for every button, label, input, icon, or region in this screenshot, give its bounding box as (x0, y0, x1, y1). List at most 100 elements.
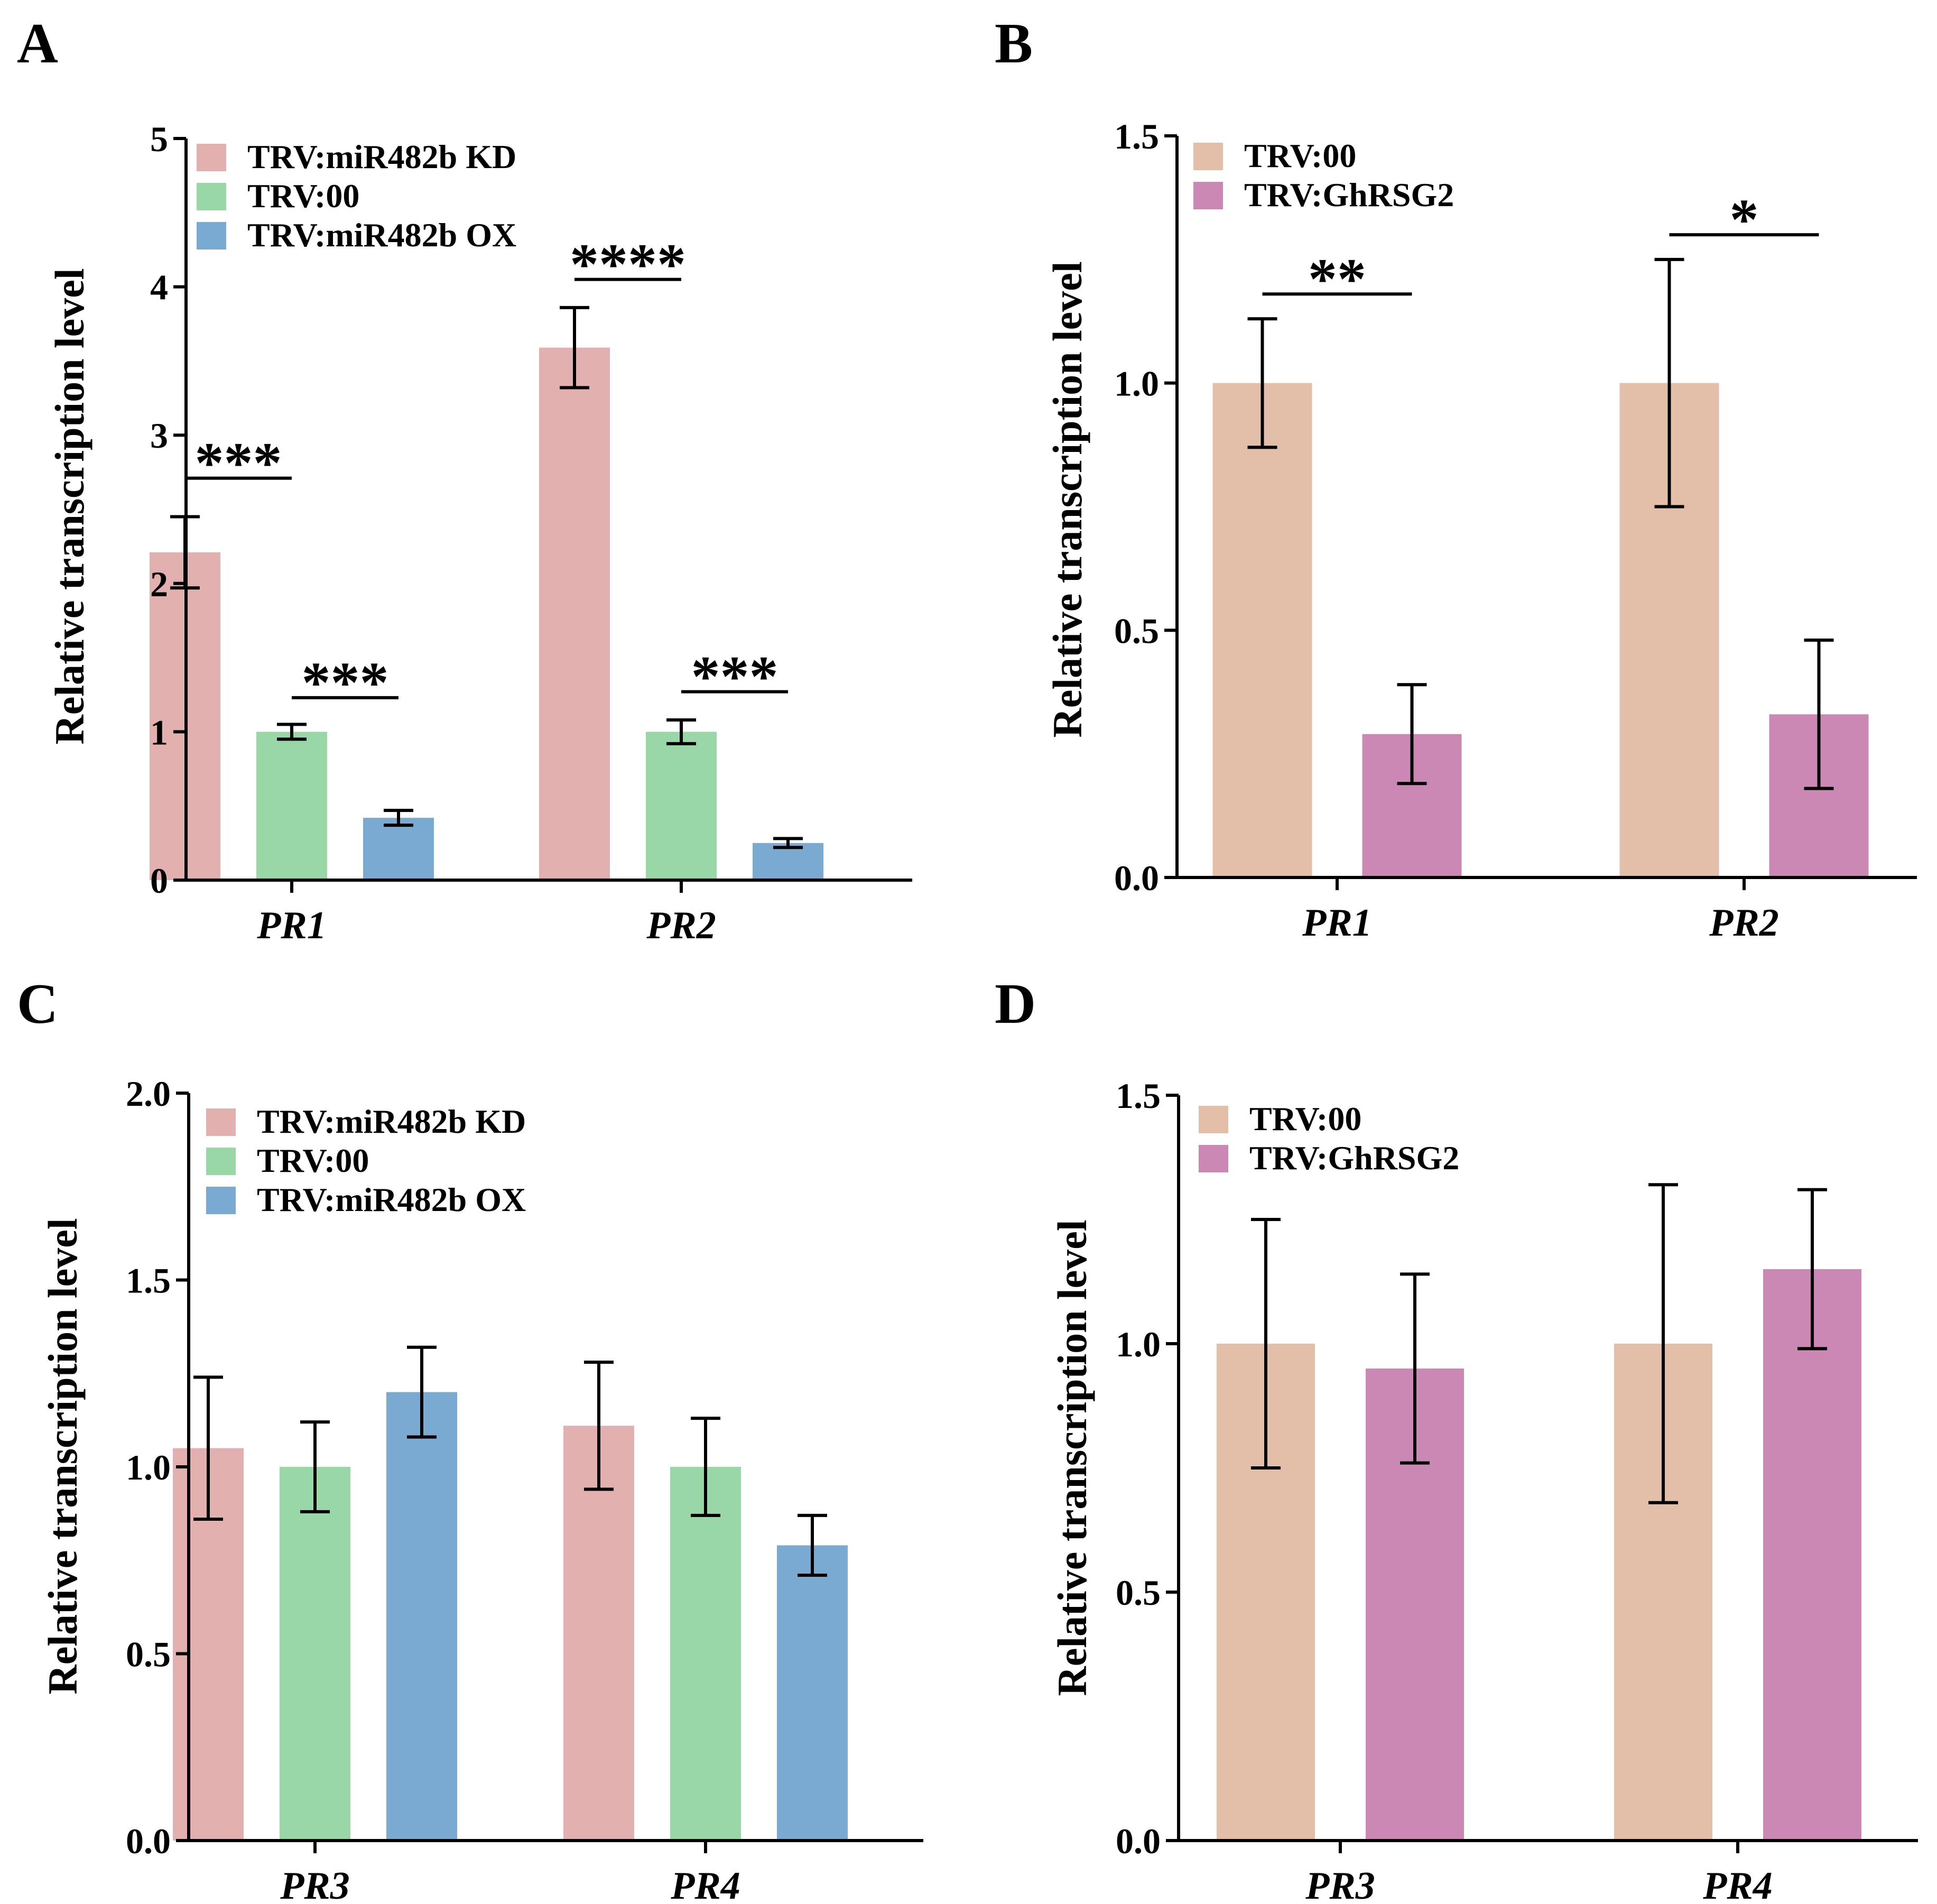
legend-label-c-0: TRV:miR482b KD (257, 1103, 526, 1140)
legend-label-d-1: TRV:GhRSG2 (1249, 1139, 1459, 1177)
error-bar-c-pr4-2 (798, 1513, 827, 1577)
y-tick-label-c-3: 1.5 (126, 1261, 171, 1301)
legend-swatch-a-2 (197, 222, 226, 249)
panel-a: A Relative transcription level TRV:miR48… (17, 12, 912, 947)
error-bar-d-pr3-1 (1400, 1272, 1430, 1465)
error-bar-b-pr2-0 (1654, 257, 1684, 509)
error-bar-d-pr3-0 (1251, 1218, 1281, 1469)
legend-swatch-c-0 (206, 1108, 236, 1136)
y-tick-label-d-1: 0.5 (1116, 1573, 1161, 1613)
x-tick-label-c-pr3: PR3 (280, 1864, 350, 1904)
error-bar-c-pr3-1 (300, 1420, 330, 1513)
legend-swatch-c-2 (206, 1187, 236, 1214)
legend-label-b-1: TRV:GhRSG2 (1244, 176, 1454, 214)
bar-c-pr3-1 (280, 1467, 350, 1841)
panel-letter-b: B (995, 12, 1033, 75)
panel-d: D Relative transcription level TRV:00TRV… (995, 973, 1918, 1904)
bar-c-pr4-0 (563, 1426, 634, 1841)
legend-swatch-d-1 (1199, 1145, 1228, 1172)
y-tick-label-d-0: 0.0 (1116, 1821, 1161, 1861)
bar-a-pr2-0 (539, 347, 610, 880)
y-tick-label-a-1: 1 (150, 712, 168, 752)
error-bar-a-pr2-1 (666, 718, 696, 745)
bar-b-pr1-0 (1212, 383, 1312, 877)
error-bar-a-pr1-1 (277, 723, 307, 741)
bar-a-pr1-2 (363, 818, 434, 880)
y-tick-label-a-2: 2 (150, 564, 168, 604)
legend-label-a-2: TRV:miR482b OX (247, 216, 516, 254)
y-axis-title-d: Relative transcription level (1049, 1219, 1095, 1696)
significance-label-a-0: *** (195, 431, 282, 495)
bar-c-pr3-2 (386, 1392, 457, 1841)
significance-label-a-2: **** (570, 232, 686, 297)
significance-label-b-1: * (1730, 187, 1759, 252)
error-bar-b-pr1-1 (1397, 683, 1427, 785)
y-axis-title-b: Relative transcription level (1044, 261, 1090, 737)
y-tick-label-b-3: 1.5 (1114, 116, 1159, 156)
y-tick-label-c-4: 2.0 (126, 1074, 171, 1114)
y-tick-label-a-0: 0 (150, 861, 168, 901)
error-bar-b-pr2-1 (1804, 639, 1834, 790)
error-bar-d-pr4-0 (1648, 1183, 1678, 1504)
x-tick-label-d-pr4: PR4 (1702, 1864, 1773, 1904)
error-bar-c-pr3-2 (407, 1345, 437, 1439)
legend-label-c-1: TRV:00 (257, 1142, 369, 1179)
y-tick-label-d-2: 1.0 (1116, 1324, 1161, 1364)
error-bar-a-pr2-2 (773, 837, 803, 849)
significance-label-a-1: *** (302, 650, 389, 715)
error-bar-c-pr4-1 (691, 1417, 720, 1517)
legend-label-b-0: TRV:00 (1244, 137, 1356, 174)
panel-letter-a: A (17, 12, 58, 75)
legend-swatch-a-1 (197, 183, 226, 210)
error-bar-c-pr4-0 (584, 1361, 614, 1491)
significance-label-b-0: ** (1308, 246, 1366, 311)
x-tick-label-b-pr2: PR2 (1709, 901, 1779, 945)
panel-c: C Relative transcription level TRV:miR48… (17, 973, 923, 1904)
bar-c-pr4-2 (777, 1545, 848, 1841)
significance-label-a-3: *** (691, 644, 778, 709)
legend-swatch-b-0 (1193, 143, 1223, 170)
y-tick-label-a-3: 3 (150, 415, 168, 456)
bar-d-pr4-1 (1763, 1269, 1861, 1841)
error-bar-d-pr4-1 (1797, 1188, 1827, 1351)
y-tick-label-b-2: 1.0 (1114, 364, 1159, 404)
y-tick-label-c-1: 0.5 (126, 1634, 171, 1675)
legend-swatch-d-0 (1199, 1106, 1228, 1133)
y-axis-title-c: Relative transcription level (40, 1218, 86, 1694)
y-tick-label-d-3: 1.5 (1116, 1076, 1161, 1116)
y-tick-label-b-1: 0.5 (1114, 611, 1159, 651)
legend-label-a-1: TRV:00 (247, 177, 359, 215)
bar-a-pr2-2 (753, 843, 823, 880)
y-tick-label-c-2: 1.0 (126, 1447, 171, 1487)
bar-a-pr2-1 (646, 732, 717, 880)
panel-b: B Relative transcription level TRV:00TRV… (995, 12, 1917, 945)
error-bar-a-pr2-0 (560, 306, 589, 390)
bar-c-pr4-1 (670, 1467, 741, 1841)
bar-a-pr1-1 (256, 732, 327, 880)
x-tick-label-c-pr4: PR4 (670, 1864, 740, 1904)
y-tick-label-b-0: 0.0 (1114, 858, 1159, 898)
panel-letter-c: C (17, 973, 58, 1036)
legend-swatch-b-1 (1193, 182, 1223, 209)
y-tick-label-a-4: 4 (150, 267, 168, 308)
error-bar-b-pr1-0 (1247, 317, 1277, 449)
y-tick-label-a-5: 5 (150, 119, 168, 159)
panel-letter-d: D (995, 973, 1036, 1036)
legend-swatch-a-0 (197, 144, 226, 171)
x-tick-label-a-pr2: PR2 (646, 904, 716, 947)
x-tick-label-d-pr3: PR3 (1305, 1864, 1375, 1904)
error-bar-a-pr1-2 (384, 809, 413, 827)
error-bar-c-pr3-0 (193, 1375, 223, 1521)
y-axis-title-a: Relative transcription level (47, 268, 92, 744)
x-tick-label-b-pr1: PR1 (1302, 901, 1372, 945)
legend-label-d-0: TRV:00 (1249, 1100, 1361, 1138)
legend-swatch-c-1 (206, 1148, 236, 1175)
legend-label-a-0: TRV:miR482b KD (247, 138, 516, 175)
y-tick-label-c-0: 0.0 (126, 1821, 171, 1861)
legend-label-c-2: TRV:miR482b OX (257, 1181, 526, 1218)
